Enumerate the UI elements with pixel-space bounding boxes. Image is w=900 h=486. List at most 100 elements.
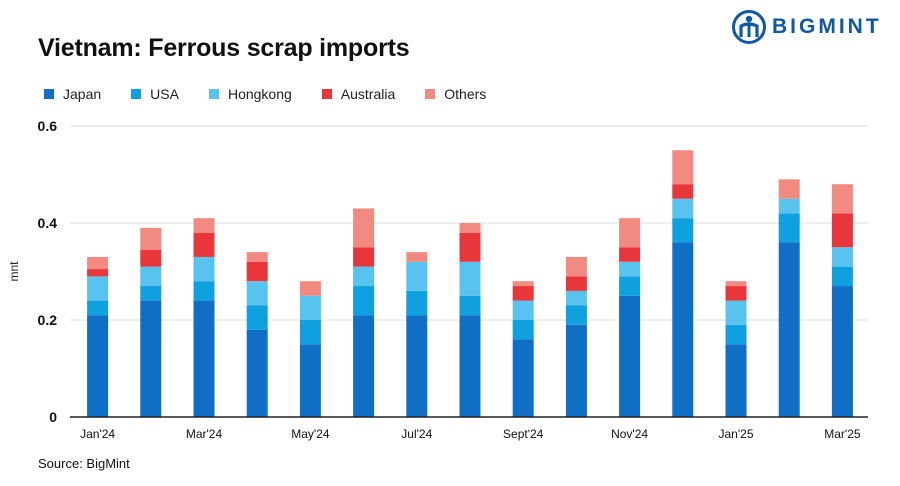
x-tick-label: Sept'24 — [503, 427, 544, 441]
bar-segment-japan-6 — [406, 315, 428, 417]
bar-segment-usa-8 — [512, 320, 534, 340]
x-tick-label: Jul'24 — [401, 427, 432, 441]
bar-segment-japan-4 — [299, 344, 321, 417]
bar-segment-usa-3 — [246, 305, 268, 330]
legend-swatch — [321, 89, 332, 99]
legend-label: Others — [444, 86, 487, 102]
bar-segment-usa-11 — [672, 218, 694, 243]
bar-segment-japan-2 — [193, 300, 215, 417]
legend-swatch — [425, 89, 436, 99]
bar-segment-usa-10 — [619, 276, 641, 296]
bar-segment-usa-2 — [193, 281, 215, 301]
bar-segment-others-14 — [831, 184, 853, 214]
bar-segment-hongkong-13 — [778, 198, 800, 214]
bar-segment-australia-11 — [672, 184, 694, 199]
y-tick-label: 0.2 — [38, 312, 58, 328]
bar-segment-hongkong-12 — [725, 300, 747, 325]
bar-segment-others-9 — [565, 256, 587, 277]
x-tick-label: Mar'25 — [824, 427, 861, 441]
bar-segment-australia-2 — [193, 232, 215, 257]
bar-segment-japan-7 — [459, 315, 481, 417]
bar-segment-japan-5 — [353, 315, 375, 417]
chart-legend: Japan USA Hongkong Australia Others — [44, 86, 516, 102]
bar-segment-hongkong-3 — [246, 281, 268, 306]
bar-segment-others-13 — [778, 179, 800, 199]
bar-segment-japan-13 — [778, 242, 800, 417]
y-tick-label: 0 — [49, 409, 57, 425]
bigmint-logo-icon — [732, 10, 766, 44]
bar-segment-australia-8 — [512, 286, 534, 301]
legend-swatch — [131, 89, 142, 99]
x-tick-label: May'24 — [291, 427, 330, 441]
bar-segment-hongkong-5 — [353, 266, 375, 287]
legend-label: Japan — [63, 86, 102, 102]
bar-segment-japan-3 — [246, 329, 268, 417]
bar-segment-australia-12 — [725, 286, 747, 301]
bar-segment-hongkong-1 — [140, 266, 162, 287]
y-tick-label: 0.6 — [38, 118, 58, 134]
legend-item-japan: Japan — [44, 86, 101, 102]
legend-item-others: Others — [425, 86, 486, 102]
bar-segment-others-1 — [140, 227, 162, 250]
bar-segment-usa-13 — [778, 213, 800, 243]
bar-segment-usa-14 — [831, 266, 853, 287]
legend-item-usa: USA — [131, 86, 179, 102]
bar-segment-hongkong-10 — [619, 261, 641, 277]
bar-segment-hongkong-8 — [512, 300, 534, 320]
bar-segment-others-10 — [619, 218, 641, 248]
chart-title: Vietnam: Ferrous scrap imports — [38, 34, 410, 62]
legend-item-australia: Australia — [321, 86, 396, 102]
source-note: Source: BigMint — [38, 456, 130, 471]
bar-segment-usa-6 — [406, 290, 428, 316]
bar-segment-hongkong-0 — [87, 276, 109, 301]
bar-segment-others-7 — [459, 223, 481, 233]
legend-label: Australia — [340, 86, 396, 102]
bar-segment-hongkong-7 — [459, 261, 481, 296]
legend-swatch — [44, 89, 54, 99]
bar-segment-japan-12 — [725, 344, 747, 417]
bar-segment-australia-3 — [246, 261, 268, 282]
bar-segment-usa-12 — [725, 324, 747, 345]
legend-item-hongkong: Hongkong — [208, 86, 292, 102]
bar-segment-others-12 — [725, 281, 747, 287]
y-tick-label: 0.4 — [38, 215, 58, 231]
bar-segment-australia-5 — [353, 247, 375, 267]
x-tick-label: Nov'24 — [611, 427, 648, 441]
bar-segment-usa-4 — [299, 320, 321, 345]
bar-segment-hongkong-4 — [299, 295, 321, 320]
bar-segment-usa-5 — [353, 286, 375, 316]
bar-segment-others-4 — [299, 281, 321, 296]
bar-segment-japan-11 — [672, 242, 694, 417]
bar-segment-japan-14 — [831, 286, 853, 417]
bar-segment-others-11 — [672, 150, 694, 185]
bar-segment-usa-7 — [459, 295, 481, 316]
bar-segment-usa-1 — [140, 286, 162, 301]
bar-segment-hongkong-6 — [406, 261, 428, 291]
bar-segment-hongkong-11 — [672, 198, 694, 219]
bar-segment-usa-0 — [87, 300, 109, 316]
bar-segment-australia-14 — [831, 213, 853, 248]
brand-name: BIGMINT — [772, 15, 882, 38]
bar-segment-australia-9 — [565, 276, 587, 291]
x-tick-label: Jan'25 — [719, 427, 754, 441]
bar-segment-others-2 — [193, 218, 215, 233]
x-tick-label: Mar'24 — [186, 427, 223, 441]
brand-logo: BIGMINT — [732, 10, 882, 44]
bar-segment-australia-7 — [459, 232, 481, 262]
bar-segment-japan-10 — [619, 295, 641, 417]
legend-swatch — [208, 89, 219, 99]
bar-segment-others-8 — [512, 281, 534, 287]
bar-segment-others-6 — [406, 252, 428, 262]
bar-segment-hongkong-2 — [193, 256, 215, 282]
bar-segment-japan-1 — [140, 300, 162, 417]
bar-segment-hongkong-14 — [831, 247, 853, 267]
legend-label: Hongkong — [227, 86, 292, 102]
bar-segment-others-5 — [353, 208, 375, 248]
bar-segment-japan-0 — [87, 315, 109, 417]
bar-segment-japan-9 — [565, 324, 587, 417]
bar-segment-others-3 — [246, 252, 268, 262]
bar-segment-australia-10 — [619, 247, 641, 262]
y-axis-label: mnt — [7, 261, 21, 282]
bar-segment-usa-9 — [565, 305, 587, 325]
